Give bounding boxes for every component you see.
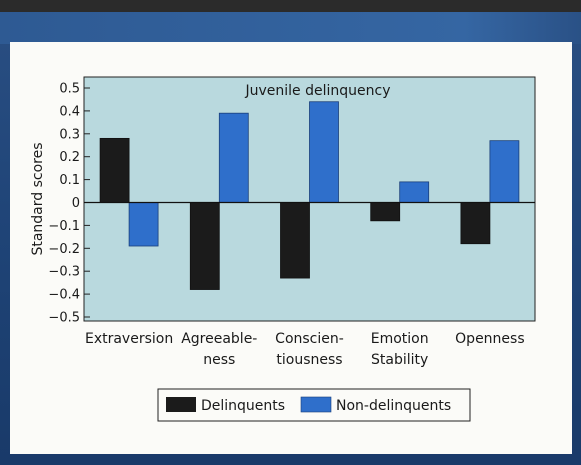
x-category-label: Stability — [371, 352, 428, 368]
bar-non-delinquents-1 — [218, 112, 249, 203]
y-tick-label: 0.5 — [59, 82, 80, 97]
legend-swatch-delinquents — [166, 397, 196, 412]
bar-non-delinquents-2 — [309, 101, 339, 203]
x-category-label: tiousness — [276, 352, 342, 368]
chart-title: Juvenile delinquency — [245, 83, 391, 99]
x-category-label: Emotion — [371, 331, 429, 347]
y-tick-label: −0.1 — [48, 219, 80, 234]
bar-delinquents-3 — [370, 202, 401, 222]
bar-delinquents-1 — [189, 202, 220, 290]
x-category-label: Openness — [455, 331, 524, 347]
window-top-bar — [0, 0, 581, 12]
y-tick-label: 0.2 — [59, 150, 80, 165]
y-tick-label: 0.1 — [59, 173, 80, 188]
legend: Delinquents Non-delinquents — [157, 388, 471, 422]
legend-label-delinquents: Delinquents — [201, 398, 285, 414]
legend-swatch-non-delinquents — [300, 396, 332, 413]
bar-delinquents-4 — [460, 202, 491, 245]
y-tick-label: −0.3 — [48, 265, 80, 280]
y-tick-label: −0.5 — [48, 311, 80, 326]
slide-header-band — [0, 12, 581, 44]
bar-delinquents-2 — [280, 202, 310, 279]
x-axis-category-labels: Extraversion Agreeable-ness Conscien-tious… — [85, 331, 525, 368]
bar-delinquents-0 — [99, 137, 130, 203]
y-tick-label: 0.3 — [59, 127, 80, 142]
x-category-label: Extraversion — [85, 331, 173, 347]
y-tick-label: 0 — [72, 196, 80, 211]
y-tick-label: 0.4 — [59, 104, 80, 119]
y-tick-label: −0.4 — [48, 288, 80, 303]
x-category-label: ness — [203, 352, 235, 368]
bar-non-delinquents-3 — [399, 181, 430, 203]
x-category-label: Agreeable- — [181, 331, 257, 347]
y-axis-ticks: 0.5 0.4 0.3 0.2 0.1 0 −0.1 −0.2 −0.3 −0.4 −0.5 — [48, 82, 90, 326]
bar-non-delinquents-4 — [489, 140, 520, 203]
bar-non-delinquents-0 — [128, 202, 159, 247]
y-tick-label: −0.2 — [48, 242, 80, 257]
bars — [99, 101, 520, 290]
legend-label-non-delinquents: Non-delinquents — [336, 398, 451, 414]
y-axis-label: Standard scores — [30, 142, 46, 255]
x-category-label: Conscien- — [275, 331, 344, 347]
